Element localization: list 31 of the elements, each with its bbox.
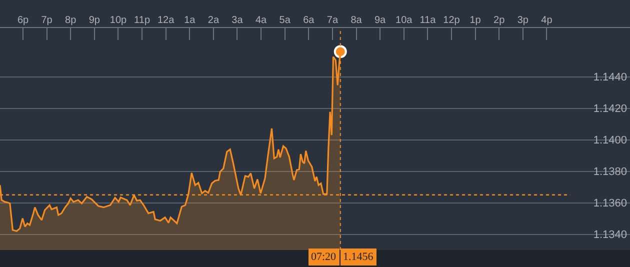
- y-tick-label: 1.1340: [593, 229, 627, 242]
- x-tick-label: 12a: [157, 15, 175, 26]
- x-tick-label: 10p: [110, 15, 127, 26]
- x-tick-label: 9a: [374, 15, 386, 26]
- y-tick-label: 1.1420: [593, 103, 627, 116]
- x-tick-label: 8a: [350, 15, 362, 26]
- x-tick-label: 1p: [470, 15, 482, 26]
- x-tick-label: 9p: [88, 15, 100, 26]
- x-tick-label: 7a: [326, 15, 338, 26]
- ref-line-label: 07:20: [311, 251, 337, 263]
- x-tick-label: 2a: [208, 15, 220, 26]
- x-tick-label: 5a: [279, 15, 291, 26]
- y-tick-label: 1.1380: [593, 166, 627, 178]
- x-tick-label: 2p: [494, 15, 506, 26]
- x-tick-label: 6a: [303, 15, 315, 26]
- y-tick-label: 1.1360: [593, 198, 627, 210]
- x-tick-label: 11a: [420, 15, 436, 26]
- text: 1.1456: [343, 251, 374, 263]
- x-tick-label: 12p: [443, 15, 460, 26]
- x-tick-label: 4p: [541, 15, 553, 26]
- y-tick-label: 1.1400: [593, 134, 627, 147]
- x-tick-label: 3p: [517, 15, 529, 26]
- x-tick-label: 7p: [41, 15, 53, 26]
- x-tick-label: 3a: [232, 15, 244, 26]
- x-tick-label: 6p: [17, 15, 30, 26]
- x-tick-label: 8p: [65, 15, 77, 26]
- x-tick-label: 1a: [184, 15, 196, 26]
- x-tick-label: 4a: [255, 15, 268, 26]
- x-tick-label: 11p: [134, 15, 150, 26]
- x-tick-label: 10a: [396, 15, 413, 26]
- y-tick-label: 1.1440: [593, 72, 627, 84]
